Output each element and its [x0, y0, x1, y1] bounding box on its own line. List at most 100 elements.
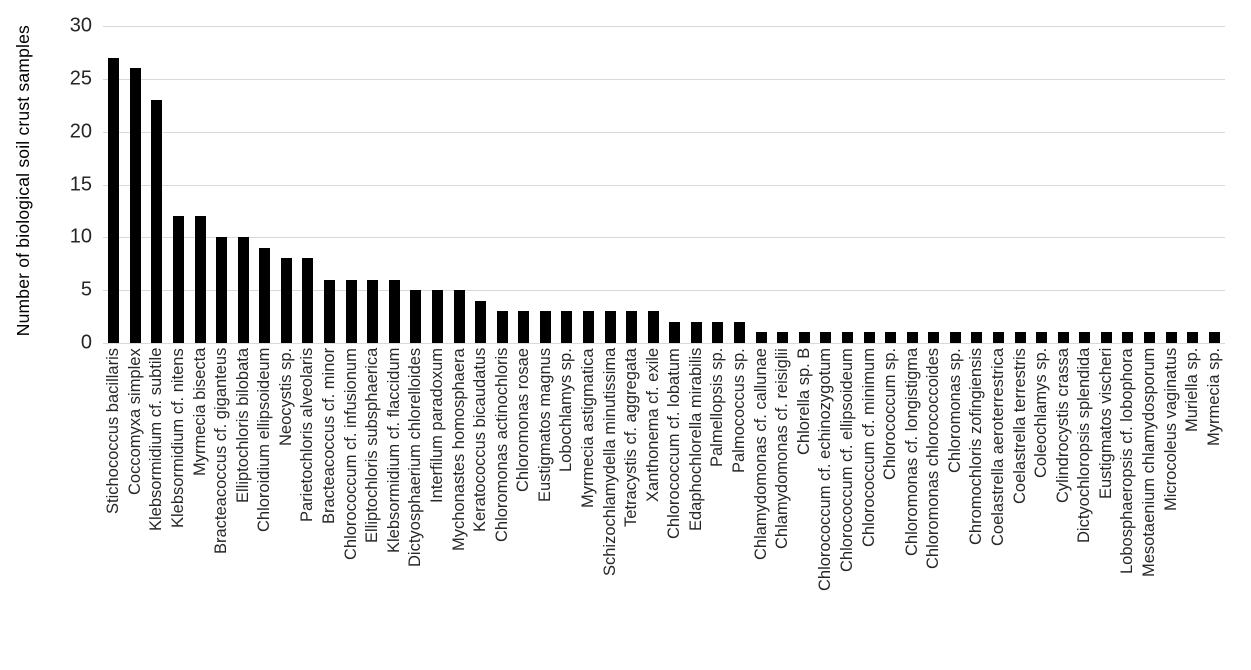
- bar: [539, 311, 551, 343]
- bar-slot: [642, 26, 664, 343]
- bar: [604, 311, 616, 343]
- bar-slot: [1203, 26, 1225, 343]
- bar-slot: [556, 26, 578, 343]
- bar-slot: [1031, 26, 1053, 343]
- x-axis-label: Chlamydomonas cf. reisiglii: [772, 348, 794, 663]
- bar-slot: [837, 26, 859, 343]
- x-axis-label: Coelastrella terrestris: [1009, 348, 1031, 663]
- bar-slot: [470, 26, 492, 343]
- bar: [755, 332, 767, 343]
- bar-slot: [966, 26, 988, 343]
- bar-slot: [384, 26, 406, 343]
- x-axis-label-text: Dictyochloropsis splendida: [1075, 348, 1094, 544]
- bar: [1036, 332, 1048, 343]
- x-axis-label-text: Lobosphaeropsis cf. lobophora: [1118, 348, 1137, 574]
- x-axis-label: Eustigmatos vischeri: [1096, 348, 1118, 663]
- x-axis-label: Chlorella sp. B: [794, 348, 816, 663]
- bar: [259, 247, 271, 343]
- x-axis-label: Coccomyxa simplex: [125, 348, 147, 663]
- x-axis-label-text: Tetracystis cf. aggregata: [622, 348, 641, 527]
- bar-slot: [103, 26, 125, 343]
- bar: [777, 332, 789, 343]
- bar-slot: [276, 26, 298, 343]
- x-axis-label: Klebsormidium cf. subtile: [146, 348, 168, 663]
- bar-slot: [621, 26, 643, 343]
- x-axis-label: Chlamydomonas cf. callunae: [750, 348, 772, 663]
- x-axis-label-text: Keratococcus bicaudatus: [471, 348, 490, 533]
- bar: [798, 332, 810, 343]
- x-axis-label: Chloromonas cf. longistigma: [901, 348, 923, 663]
- x-axis-label-text: Chlamydomonas cf. callunae: [751, 348, 770, 560]
- x-axis-label: Chlorococcum cf. infusionum: [340, 348, 362, 663]
- bar: [1079, 332, 1091, 343]
- x-axis-label: Tetracystis cf. aggregata: [621, 348, 643, 663]
- bar: [324, 279, 336, 343]
- x-axis-label: Lobochlamys sp.: [556, 348, 578, 663]
- x-axis-label: Neocystis sp.: [276, 348, 298, 663]
- y-tick-label: 0: [80, 331, 92, 354]
- x-axis-label: Chlorococcum cf. echinozygotum: [815, 348, 837, 663]
- x-axis-label: Coleochlamys sp.: [1031, 348, 1053, 663]
- bar: [194, 216, 206, 343]
- bar-slot: [1052, 26, 1074, 343]
- x-axis-label-text: Chloromonas sp.: [945, 348, 964, 473]
- bar-slot: [707, 26, 729, 343]
- x-axis-label-text: Chlorella sp. B: [794, 348, 813, 456]
- x-axis-label: Interfilum paradoxum: [427, 348, 449, 663]
- x-axis-label-text: Palmococcus sp.: [730, 348, 749, 473]
- bar-slot: [232, 26, 254, 343]
- x-axis-label: Keratococcus bicaudatus: [470, 348, 492, 663]
- x-axis-label-text: Microcoleus vaginatus: [1161, 348, 1180, 512]
- bar-series: [103, 26, 1225, 343]
- bar-slot: [750, 26, 772, 343]
- x-axis-label: Elliptochloris bilobata: [232, 348, 254, 663]
- x-axis-label: Bracteacoccus cf. minor: [319, 348, 341, 663]
- bar: [431, 290, 443, 343]
- y-tick-label: 25: [69, 67, 92, 90]
- bar-slot: [772, 26, 794, 343]
- bar: [237, 237, 249, 343]
- bar-slot: [858, 26, 880, 343]
- gridline: [103, 184, 1225, 186]
- x-axis-label: Chlorococcum sp.: [880, 348, 902, 663]
- bar-slot: [491, 26, 513, 343]
- x-axis-label: Coelastrella aeroterrestrica: [988, 348, 1010, 663]
- gridline: [103, 131, 1225, 133]
- x-axis-label-text: Myrmecia bisecta: [190, 348, 209, 477]
- x-axis-label: Palmellopsis sp.: [707, 348, 729, 663]
- bar: [108, 57, 120, 343]
- bar: [129, 68, 141, 343]
- bar-slot: [1139, 26, 1161, 343]
- bar-slot: [362, 26, 384, 343]
- x-axis-label: Myrmecia astigmatica: [578, 348, 600, 663]
- x-axis-label: Microcoleus vaginatus: [1160, 348, 1182, 663]
- gridline: [103, 78, 1225, 80]
- x-axis-label: Stichococcus bacillaris: [103, 348, 125, 663]
- bar: [367, 279, 379, 343]
- x-axis-label: Muriella sp.: [1182, 348, 1204, 663]
- bar-slot: [1182, 26, 1204, 343]
- x-axis-label-text: Lobochlamys sp.: [557, 348, 576, 472]
- bar: [820, 332, 832, 343]
- bar-slot: [1117, 26, 1139, 343]
- bar-slot: [254, 26, 276, 343]
- bar-slot: [923, 26, 945, 343]
- bar: [583, 311, 594, 343]
- x-axis-label: Cylindrocystis crassa: [1052, 348, 1074, 663]
- bar: [388, 279, 400, 343]
- bar: [863, 332, 875, 343]
- x-axis-label-text: Chlorococcum cf. infusionum: [341, 348, 360, 560]
- x-axis-label-text: Chlorococcum cf. echinozygotum: [816, 348, 835, 592]
- x-axis-label: Mychonastes homosphaera: [448, 348, 470, 663]
- bar: [280, 258, 292, 343]
- bar-slot: [686, 26, 708, 343]
- bar: [647, 311, 659, 343]
- x-axis-label: Dictyosphaerium chlorelloides: [405, 348, 427, 663]
- x-axis-label-text: Chlorococcum cf. ellipsoideum: [837, 348, 856, 572]
- x-axis-label-text: Chlorococcum sp.: [881, 348, 900, 481]
- bar: [906, 332, 918, 343]
- x-axis-label-text: Chlamydomonas cf. reisiglii: [773, 348, 792, 549]
- x-axis-label: Chlorococcum cf. minimum: [858, 348, 880, 663]
- x-axis-label-text: Coelastrella terrestris: [1010, 348, 1029, 504]
